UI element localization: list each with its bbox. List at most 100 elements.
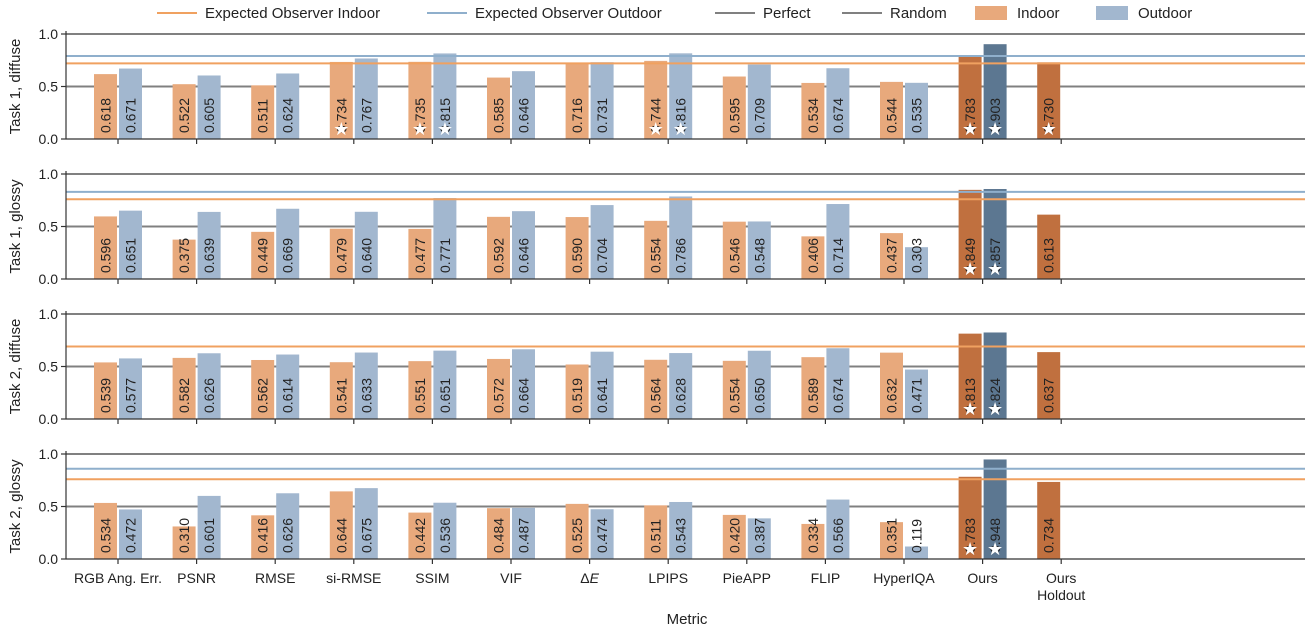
bar-label-3-1-10: 0.119 (909, 519, 925, 553)
bar-label-2-0-11: 0.813 (962, 378, 978, 413)
bar-label-1-0-11: 0.849 (962, 238, 978, 273)
bar-1-0-1 (172, 239, 196, 279)
bar-3-1-0 (119, 509, 142, 559)
x-category-label-10: HyperIQA (873, 570, 935, 586)
bar-label-3-0-7: 0.511 (648, 519, 664, 553)
star-icon-0-1-11: ★ (987, 119, 1003, 139)
bar-1-1-6 (590, 205, 614, 279)
bar-1-1-3 (354, 211, 378, 279)
bar-1-1-4 (433, 198, 457, 279)
bar-2-1-5 (512, 349, 535, 419)
bar-2-1-1 (197, 353, 221, 419)
y-tick-label-3-1: 0.5 (39, 499, 59, 515)
x-category-label-9: FLIP (811, 570, 841, 586)
bar-label-1-0-12: 0.613 (1041, 238, 1057, 273)
bar-label-1-1-0: 0.651 (123, 238, 139, 273)
bar-2-1-7 (669, 353, 693, 419)
star-icon-2-1-11: ★ (987, 399, 1003, 419)
bar-label-0-0-12: 0.730 (1041, 98, 1057, 133)
bar-label-1-1-1: 0.639 (201, 238, 217, 273)
star-icon-0-0-7: ★ (648, 119, 664, 139)
legend-label-1: Expected Observer Outdoor (475, 5, 662, 22)
bar-label-0-0-0: 0.618 (98, 98, 114, 133)
bar-label-1-0-0: 0.596 (98, 238, 114, 273)
bar-2-0-9 (801, 357, 825, 419)
bar-label-0-1-1: 0.605 (201, 98, 217, 133)
star-icon-0-1-7: ★ (673, 119, 689, 139)
y-tick-label-3-2: 1.0 (39, 446, 59, 462)
bar-2-0-8 (722, 360, 746, 419)
bar-2-1-11 (983, 332, 1007, 419)
bar-1-1-2 (276, 208, 300, 279)
bar-label-2-0-8: 0.554 (726, 378, 742, 413)
bar-label-3-1-9: 0.566 (830, 518, 846, 553)
bar-label-0-1-3: 0.767 (358, 98, 374, 133)
bar-label-2-0-6: 0.519 (569, 378, 585, 413)
bar-label-1-1-2: 0.669 (280, 238, 296, 273)
bar-label-3-0-4: 0.442 (412, 518, 428, 553)
bar-label-2-1-7: 0.628 (673, 378, 689, 413)
bar-label-3-0-2: 0.416 (255, 518, 271, 553)
legend-label-2: Perfect (763, 5, 811, 22)
bar-label-0-0-2: 0.511 (255, 99, 271, 133)
bar-label-2-0-12: 0.637 (1041, 378, 1057, 413)
x-category-label-8: PieAPP (723, 570, 771, 586)
bar-label-0-0-4: 0.735 (412, 98, 428, 133)
x-category-label-11: Ours (967, 570, 997, 586)
bar-3-0-0 (94, 502, 117, 559)
star-icon-0-0-4: ★ (412, 119, 428, 139)
bar-label-3-1-3: 0.675 (358, 518, 374, 553)
bar-2-1-2 (276, 354, 300, 419)
bar-label-3-1-8: 0.387 (751, 518, 767, 553)
bar-3-0-9 (801, 523, 825, 559)
bar-label-1-0-4: 0.477 (412, 238, 428, 273)
bar-label-2-0-10: 0.632 (884, 378, 900, 413)
bar-1-0-12 (1037, 214, 1061, 279)
bar-1-0-6 (565, 217, 589, 279)
bar-2-0-2 (251, 359, 275, 419)
bar-3-0-12 (1037, 481, 1061, 559)
bar-3-1-1 (197, 495, 221, 559)
bar-label-1-0-1: 0.375 (176, 238, 192, 273)
bar-label-3-1-4: 0.536 (437, 518, 453, 553)
bar-label-3-0-9: 0.334 (805, 518, 821, 553)
bar-label-3-0-3: 0.644 (333, 518, 349, 553)
bar-3-0-8 (722, 514, 746, 559)
bar-label-2-0-2: 0.562 (255, 378, 271, 413)
star-icon-2-0-11: ★ (962, 399, 978, 419)
bar-3-1-11 (983, 459, 1007, 559)
bar-label-3-0-5: 0.484 (491, 518, 507, 553)
bar-label-2-1-9: 0.674 (830, 378, 846, 413)
bar-label-1-1-8: 0.548 (751, 238, 767, 273)
bar-label-2-0-1: 0.582 (176, 378, 192, 413)
bar-1-0-9 (801, 236, 825, 279)
bar-0-0-1 (172, 84, 196, 139)
x-category-label-1: PSNR (177, 570, 216, 586)
bar-label-2-0-4: 0.551 (412, 378, 428, 413)
bar-label-2-0-0: 0.539 (98, 378, 114, 413)
bar-3-1-6 (590, 509, 614, 559)
panel-ylabel-0: Task 1, diffuse (7, 39, 24, 135)
bar-2-1-3 (354, 352, 378, 419)
bar-0-1-9 (826, 68, 850, 139)
bar-label-1-0-7: 0.554 (648, 238, 664, 273)
bar-label-1-0-10: 0.437 (884, 238, 900, 273)
bar-label-1-1-3: 0.640 (358, 238, 374, 273)
bar-0-1-4 (433, 53, 457, 139)
bar-label-0-0-1: 0.522 (176, 98, 192, 133)
bar-1-0-10 (880, 233, 903, 279)
bar-1-1-10 (905, 247, 928, 279)
x-category-label-0: RGB Ang. Err. (74, 570, 162, 586)
bar-0-0-9 (801, 82, 825, 139)
legend-label-3: Random (890, 5, 947, 22)
bar-label-2-1-10: 0.471 (909, 378, 925, 413)
bar-label-1-0-6: 0.590 (569, 238, 585, 273)
legend-label-5: Outdoor (1138, 5, 1192, 22)
bar-2-0-7 (644, 359, 668, 419)
bar-1-1-8 (747, 221, 771, 279)
bar-label-0-0-10: 0.544 (884, 98, 900, 133)
bar-label-2-1-3: 0.633 (358, 378, 374, 413)
bar-label-2-1-5: 0.664 (516, 378, 532, 413)
bar-0-1-8 (747, 64, 771, 139)
